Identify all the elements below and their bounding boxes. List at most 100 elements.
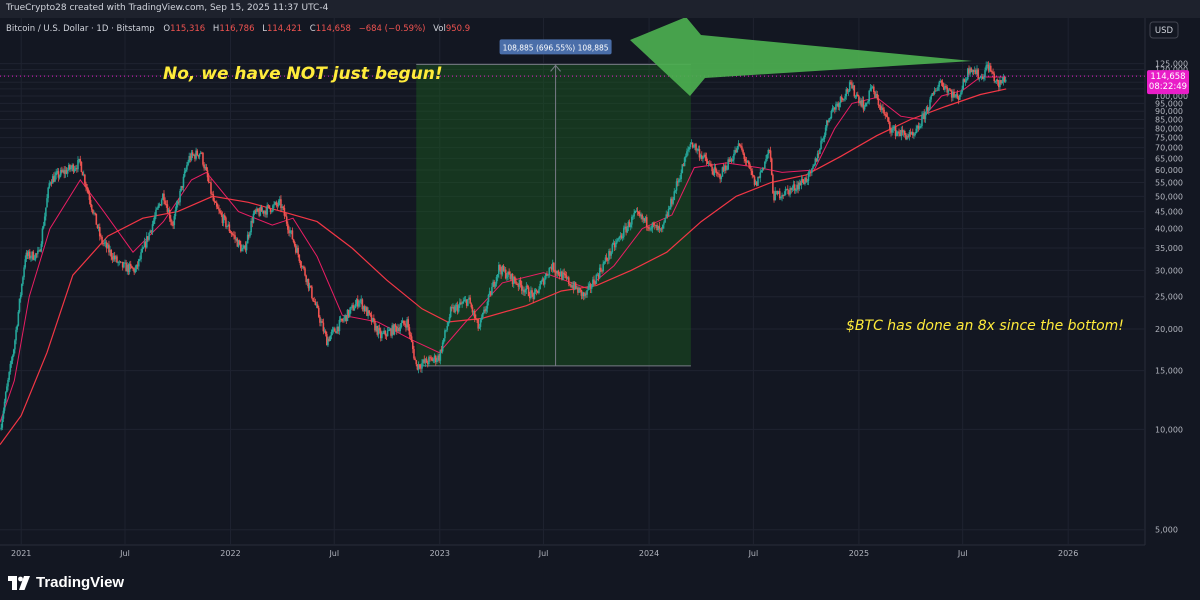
candle-body (194, 154, 196, 159)
candle-body (930, 95, 932, 100)
candle-body (839, 96, 842, 104)
candle-body (19, 295, 22, 299)
price-chart[interactable]: 125,000120,000115,000110,000105,000100,0… (0, 18, 1200, 568)
candle-body (938, 82, 940, 87)
candle-body (689, 144, 692, 148)
candle-body (494, 283, 497, 287)
x-tick-labels: 2021 Jul 2022 Jul 2023 Jul 2024 Jul 2025 Jul 2026 (11, 549, 1078, 558)
candle-body (377, 328, 380, 335)
candle-body (656, 225, 658, 231)
candle-body (737, 143, 740, 147)
tradingview-logo[interactable]: TradingView (8, 574, 124, 591)
candles (0, 61, 1007, 431)
measure-range-box[interactable] (416, 64, 691, 366)
last-price-tag: 114,658 08:22:49 (1147, 70, 1189, 95)
candle-body (152, 220, 155, 225)
candle-body (495, 276, 498, 284)
candle-body (420, 367, 422, 369)
x-tick-label: Jul (957, 549, 968, 558)
candle-body (577, 287, 579, 293)
candle-body (260, 207, 263, 212)
candle-body (828, 118, 830, 123)
candle-body (604, 257, 607, 262)
candle-body (566, 277, 569, 279)
candle-body (30, 257, 32, 259)
candle-body (545, 273, 547, 279)
candle-body (488, 291, 491, 295)
headline-annotation[interactable]: No, we have NOT just begun! (163, 64, 443, 84)
candle-body (856, 94, 859, 97)
candle-body (459, 302, 461, 306)
candle-body (641, 214, 643, 220)
candle-body (668, 207, 671, 210)
candle-body (111, 256, 114, 260)
candle-body (78, 158, 80, 161)
currency-badge[interactable] (1149, 21, 1179, 39)
symbol-name[interactable]: Bitcoin / U.S. Dollar · 1D · Bitstamp (6, 24, 155, 34)
candle-body (503, 269, 506, 271)
candle-body (326, 334, 328, 346)
candle-body (182, 176, 185, 188)
candle-body (261, 210, 264, 212)
candle-body (625, 226, 627, 233)
candle-body (883, 109, 885, 114)
btc-note-annotation[interactable]: $BTC has done an 8x since the bottom! (846, 318, 1124, 334)
candle-body (538, 289, 540, 294)
low-label: L (262, 24, 267, 34)
candle-body (437, 355, 439, 361)
candle-body (768, 149, 771, 151)
candle-body (62, 170, 64, 172)
candle-body (151, 224, 154, 232)
candle-body (537, 290, 539, 294)
candle-body (911, 131, 914, 136)
candle-body (968, 68, 970, 74)
candle-body (593, 279, 595, 284)
candle-body (527, 287, 530, 297)
candle-body (548, 267, 551, 275)
candle-body (225, 217, 227, 227)
candle-body (55, 172, 57, 176)
candle-body (32, 251, 35, 260)
high-value: 116,786 (219, 24, 254, 34)
candle-body (746, 161, 749, 163)
candle-body (890, 129, 892, 133)
candle-body (144, 241, 147, 248)
candle-body (793, 184, 796, 191)
candle-body (798, 182, 801, 190)
candle-body (588, 284, 591, 286)
candle-body (500, 269, 502, 275)
candle-body (617, 238, 619, 241)
candle-body (391, 325, 393, 336)
green-arrow-shape[interactable] (630, 18, 972, 96)
candle-body (374, 320, 376, 331)
candle-body (218, 208, 220, 211)
candle-body (90, 204, 93, 210)
candle-body (289, 230, 291, 234)
candle-body (803, 181, 805, 184)
candle-body (805, 177, 807, 182)
candle-body (786, 188, 789, 190)
candle-body (602, 263, 604, 272)
candle-body (723, 165, 726, 171)
candle-body (226, 226, 228, 228)
x-tick-label: Jul (748, 549, 759, 558)
price-axis-panel[interactable] (1145, 18, 1200, 568)
candle-body (454, 306, 457, 313)
candle-body (51, 176, 54, 184)
candle-body (87, 189, 90, 194)
candle-body (299, 261, 302, 266)
candle-body (231, 234, 234, 236)
candle-body (6, 386, 8, 393)
candle-body (451, 307, 453, 308)
candle-body (406, 319, 408, 328)
candle-body (674, 190, 677, 192)
candle-body (174, 209, 177, 217)
candle-body (653, 224, 656, 226)
candle-body (353, 308, 356, 311)
measure-tool[interactable]: 108,885 (696.55%) 108,885 (416, 39, 691, 367)
candle-body (727, 159, 729, 170)
candle-body (745, 161, 748, 163)
candle-body (1004, 79, 1007, 82)
candle-body (473, 311, 476, 319)
candle-body (804, 177, 806, 184)
